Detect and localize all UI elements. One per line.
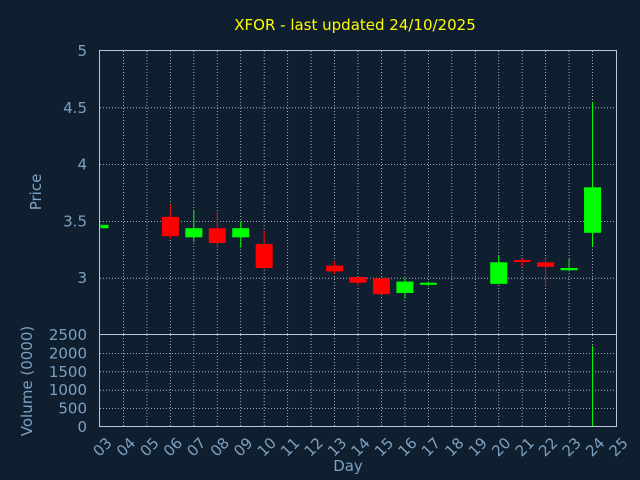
candle-body <box>326 265 344 272</box>
candle-body <box>349 277 367 283</box>
volume-tick-label: 500 <box>58 400 87 418</box>
candle-down <box>349 277 367 287</box>
candle-body <box>560 267 578 271</box>
candle-body <box>584 187 602 233</box>
candle-down <box>161 204 179 239</box>
candle-body <box>490 262 508 284</box>
x-tick-label: 19 <box>465 434 491 460</box>
candle-body <box>419 282 437 285</box>
x-tick-label: 12 <box>301 434 327 460</box>
volume-panel: 0304050607080910111213141516171819202122… <box>49 326 632 460</box>
price-tick-label: 5 <box>77 42 87 60</box>
volume-tick-label: 1500 <box>49 363 87 381</box>
volume-tick-label: 1000 <box>49 381 87 399</box>
candle-up <box>232 221 250 248</box>
volume-axis-label: Volume (0000) <box>18 326 36 436</box>
price-tick-label: 3.5 <box>63 212 87 230</box>
candle-down <box>513 258 531 267</box>
candle-body <box>396 281 414 293</box>
price-tick-label: 4 <box>77 156 87 174</box>
volume-plot-frame <box>99 334 617 427</box>
volume-tick-label: 0 <box>77 418 87 436</box>
candle-body <box>255 244 273 268</box>
x-axis-label: Day <box>333 457 363 475</box>
price-axis-label: Price <box>27 174 45 211</box>
x-tick-label: 06 <box>160 434 186 460</box>
candle-down <box>208 212 226 248</box>
x-tick-label: 07 <box>183 434 209 460</box>
price-panel: 3 3.5 4 4.5 5 <box>63 42 616 335</box>
x-tick-label: 18 <box>441 434 467 460</box>
x-tick-label: 23 <box>559 434 585 460</box>
x-tick-label: 08 <box>207 434 233 460</box>
x-tick-label: 10 <box>254 434 280 460</box>
x-tick-label: 11 <box>277 434 303 460</box>
candle-up <box>584 102 602 247</box>
x-tick-label: 03 <box>90 434 116 460</box>
candle-down <box>372 278 390 295</box>
candle-body <box>161 216 179 237</box>
x-tick-label: 20 <box>488 434 514 460</box>
x-tick-label: 22 <box>535 434 561 460</box>
candle-body <box>232 228 250 238</box>
candle-down <box>537 260 555 284</box>
volume-tick-label: 2500 <box>49 326 87 344</box>
x-tick-label: 04 <box>113 434 139 460</box>
chart-title: XFOR - last updated 24/10/2025 <box>234 16 476 34</box>
candle-up <box>99 223 109 229</box>
candle-body <box>101 224 109 229</box>
candle-body <box>513 260 531 263</box>
candle-body <box>537 262 555 267</box>
candle-down <box>255 230 273 270</box>
x-tick-label: 16 <box>394 434 420 460</box>
x-tick-label: 25 <box>606 434 632 460</box>
candle-up <box>185 210 203 242</box>
candle-down <box>326 261 344 274</box>
x-tick-label: 15 <box>371 434 397 460</box>
x-tick-label: 24 <box>582 434 608 460</box>
candle-up <box>396 278 414 299</box>
price-tick-label: 4.5 <box>63 99 87 117</box>
candle-up <box>560 258 578 272</box>
price-tick-label: 3 <box>77 269 87 287</box>
x-tick-label: 21 <box>512 434 538 460</box>
x-tick-label: 09 <box>230 434 256 460</box>
candle-body <box>372 278 390 295</box>
candle-body <box>208 228 226 243</box>
x-tick-label: 17 <box>418 434 444 460</box>
candle-up <box>490 255 508 284</box>
volume-tick-label: 2000 <box>49 344 87 362</box>
candle-body <box>185 228 203 238</box>
x-tick-label: 05 <box>136 434 162 460</box>
candle-up <box>419 281 437 287</box>
